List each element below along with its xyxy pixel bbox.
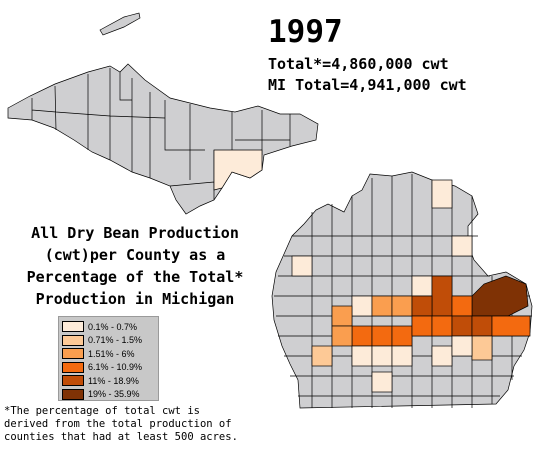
county [451, 295, 473, 317]
county [331, 325, 353, 347]
lower-peninsula [271, 171, 533, 409]
legend-item: 1.51% - 6% [62, 347, 158, 361]
legend-swatch [62, 334, 84, 346]
map-year: 1997 [268, 14, 343, 50]
map-title-line: Production in Michigan [35, 290, 235, 308]
legend-swatch [62, 375, 84, 387]
county [491, 315, 531, 337]
county [331, 305, 353, 327]
county [431, 179, 453, 209]
footnote-line: derived from the total production of [4, 418, 232, 430]
county [471, 335, 493, 361]
county [371, 345, 393, 367]
county [351, 325, 373, 347]
legend: 0.1% - 0.7% 0.71% - 1.5% 1.51% - 6% 6.1%… [58, 316, 159, 401]
county [351, 295, 373, 317]
county [471, 315, 493, 337]
legend-label: 11% - 18.9% [88, 375, 139, 386]
county [391, 325, 413, 347]
county [391, 345, 413, 367]
legend-item: 19% - 35.9% [62, 388, 158, 402]
total-production: Total*=4,860,000 cwt [268, 55, 449, 73]
footnote-line: counties that had at least 500 acres. [4, 431, 238, 443]
county [371, 295, 393, 317]
county [411, 295, 433, 317]
county [431, 345, 453, 367]
upper-peninsula [7, 63, 319, 215]
map-title-line: (cwt)per County as a [44, 246, 226, 264]
county [391, 295, 413, 317]
map-title-line: All Dry Bean Production [31, 224, 239, 242]
legend-label: 1.51% - 6% [88, 348, 135, 359]
isle-royale [99, 12, 141, 36]
footnote: *The percentage of total cwt is derived … [4, 405, 238, 444]
legend-item: 6.1% - 10.9% [62, 361, 158, 375]
county [451, 235, 473, 257]
legend-item: 0.71% - 1.5% [62, 334, 158, 348]
county [451, 335, 473, 357]
county [451, 315, 473, 337]
county [291, 255, 313, 277]
legend-item: 11% - 18.9% [62, 374, 158, 388]
legend-swatch [62, 388, 84, 400]
legend-label: 19% - 35.9% [88, 389, 140, 400]
legend-swatch [62, 348, 84, 360]
county [371, 325, 393, 347]
legend-item: 0.1% - 0.7% [62, 320, 158, 334]
up-county-lines [31, 68, 291, 200]
legend-label: 0.1% - 0.7% [88, 321, 138, 332]
legend-swatch [62, 321, 84, 333]
county [351, 345, 373, 367]
footnote-line: *The percentage of total cwt is [4, 405, 200, 417]
county [371, 371, 393, 393]
mi-total-production: MI Total=4,941,000 cwt [268, 76, 467, 94]
legend-label: 0.71% - 1.5% [88, 335, 143, 346]
county [311, 345, 333, 367]
lp-shaded-counties [291, 179, 531, 393]
legend-swatch [62, 361, 84, 373]
county [431, 275, 453, 317]
county [411, 315, 433, 337]
county [431, 315, 453, 337]
legend-label: 6.1% - 10.9% [88, 362, 143, 373]
map-title: All Dry Bean Production (cwt)per County … [6, 222, 264, 310]
county [411, 275, 433, 297]
map-title-line: Percentage of the Total* [26, 268, 244, 286]
county-up-shaded [213, 149, 263, 191]
